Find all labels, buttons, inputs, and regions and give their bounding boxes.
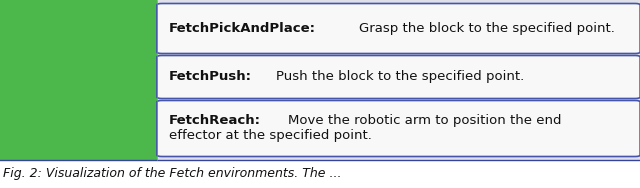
Text: FetchPush:: FetchPush: [169, 70, 252, 83]
Text: FetchReach:: FetchReach: [169, 114, 261, 127]
FancyBboxPatch shape [157, 101, 640, 156]
FancyBboxPatch shape [157, 4, 640, 54]
Text: Fig. 2: Visualization of the Fetch environments. The ...: Fig. 2: Visualization of the Fetch envir… [3, 168, 342, 180]
FancyBboxPatch shape [0, 0, 157, 160]
Text: Move the robotic arm to position the end: Move the robotic arm to position the end [288, 114, 561, 127]
Text: effector at the specified point.: effector at the specified point. [169, 129, 372, 142]
Text: Grasp the block to the specified point.: Grasp the block to the specified point. [358, 22, 614, 35]
Text: Push the block to the specified point.: Push the block to the specified point. [276, 70, 524, 83]
FancyBboxPatch shape [157, 55, 640, 99]
FancyBboxPatch shape [157, 0, 640, 160]
Text: FetchPickAndPlace:: FetchPickAndPlace: [169, 22, 316, 35]
